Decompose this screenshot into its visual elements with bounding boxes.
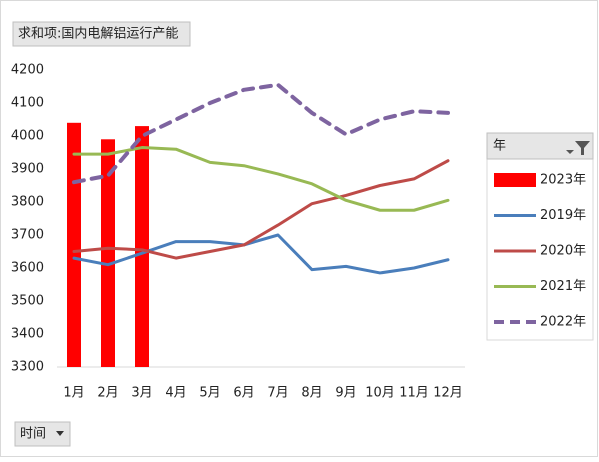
legend-label: 2020年	[540, 244, 586, 259]
y-tick-label: 3600	[11, 261, 44, 276]
x-tick-label: 11月	[399, 386, 429, 401]
y-tick-label: 3700	[11, 228, 44, 243]
axis-field-label: 时间	[20, 427, 46, 442]
y-tick-label: 4000	[11, 129, 44, 144]
field-button[interactable]	[12, 21, 191, 47]
legend-field-button[interactable]	[486, 132, 594, 160]
legend-swatch	[494, 173, 536, 187]
legend-label: 2021年	[540, 279, 586, 294]
field-button-label: 求和项:国内电解铝运行产能	[18, 26, 178, 42]
legend-label: 2022年	[540, 315, 586, 330]
y-tick-label: 3900	[11, 162, 44, 177]
bar	[135, 126, 149, 367]
legend-label: 2019年	[540, 208, 586, 223]
legend-title: 年	[493, 139, 506, 154]
x-tick-label: 3月	[131, 386, 152, 401]
line-series	[72, 233, 450, 275]
x-tick-label: 7月	[267, 386, 288, 401]
x-tick-label: 5月	[199, 386, 220, 401]
dropdown-arrow	[56, 431, 64, 436]
legend-box	[486, 132, 594, 341]
filter-icon[interactable]	[566, 141, 590, 155]
line-series	[72, 146, 450, 212]
x-tick-label: 6月	[233, 386, 254, 401]
legend-label: 2023年	[540, 173, 586, 188]
x-tick-label: 12月	[433, 386, 463, 401]
y-tick-label: 3300	[11, 360, 44, 375]
x-tick-label: 10月	[365, 386, 395, 401]
x-tick-label: 9月	[335, 386, 356, 401]
x-tick-label: 8月	[301, 386, 322, 401]
x-tick-label: 4月	[165, 386, 186, 401]
bar	[67, 122, 81, 367]
y-tick-label: 4200	[11, 63, 44, 78]
bar	[101, 139, 115, 367]
y-tick-label: 4100	[11, 96, 44, 111]
y-tick-label: 3400	[11, 327, 44, 342]
x-tick-label: 2月	[97, 386, 118, 401]
y-tick-label: 3800	[11, 195, 44, 210]
line-series	[72, 82, 450, 185]
line-series	[72, 159, 450, 260]
y-tick-label: 3500	[11, 294, 44, 309]
x-tick-label: 1月	[63, 386, 84, 401]
